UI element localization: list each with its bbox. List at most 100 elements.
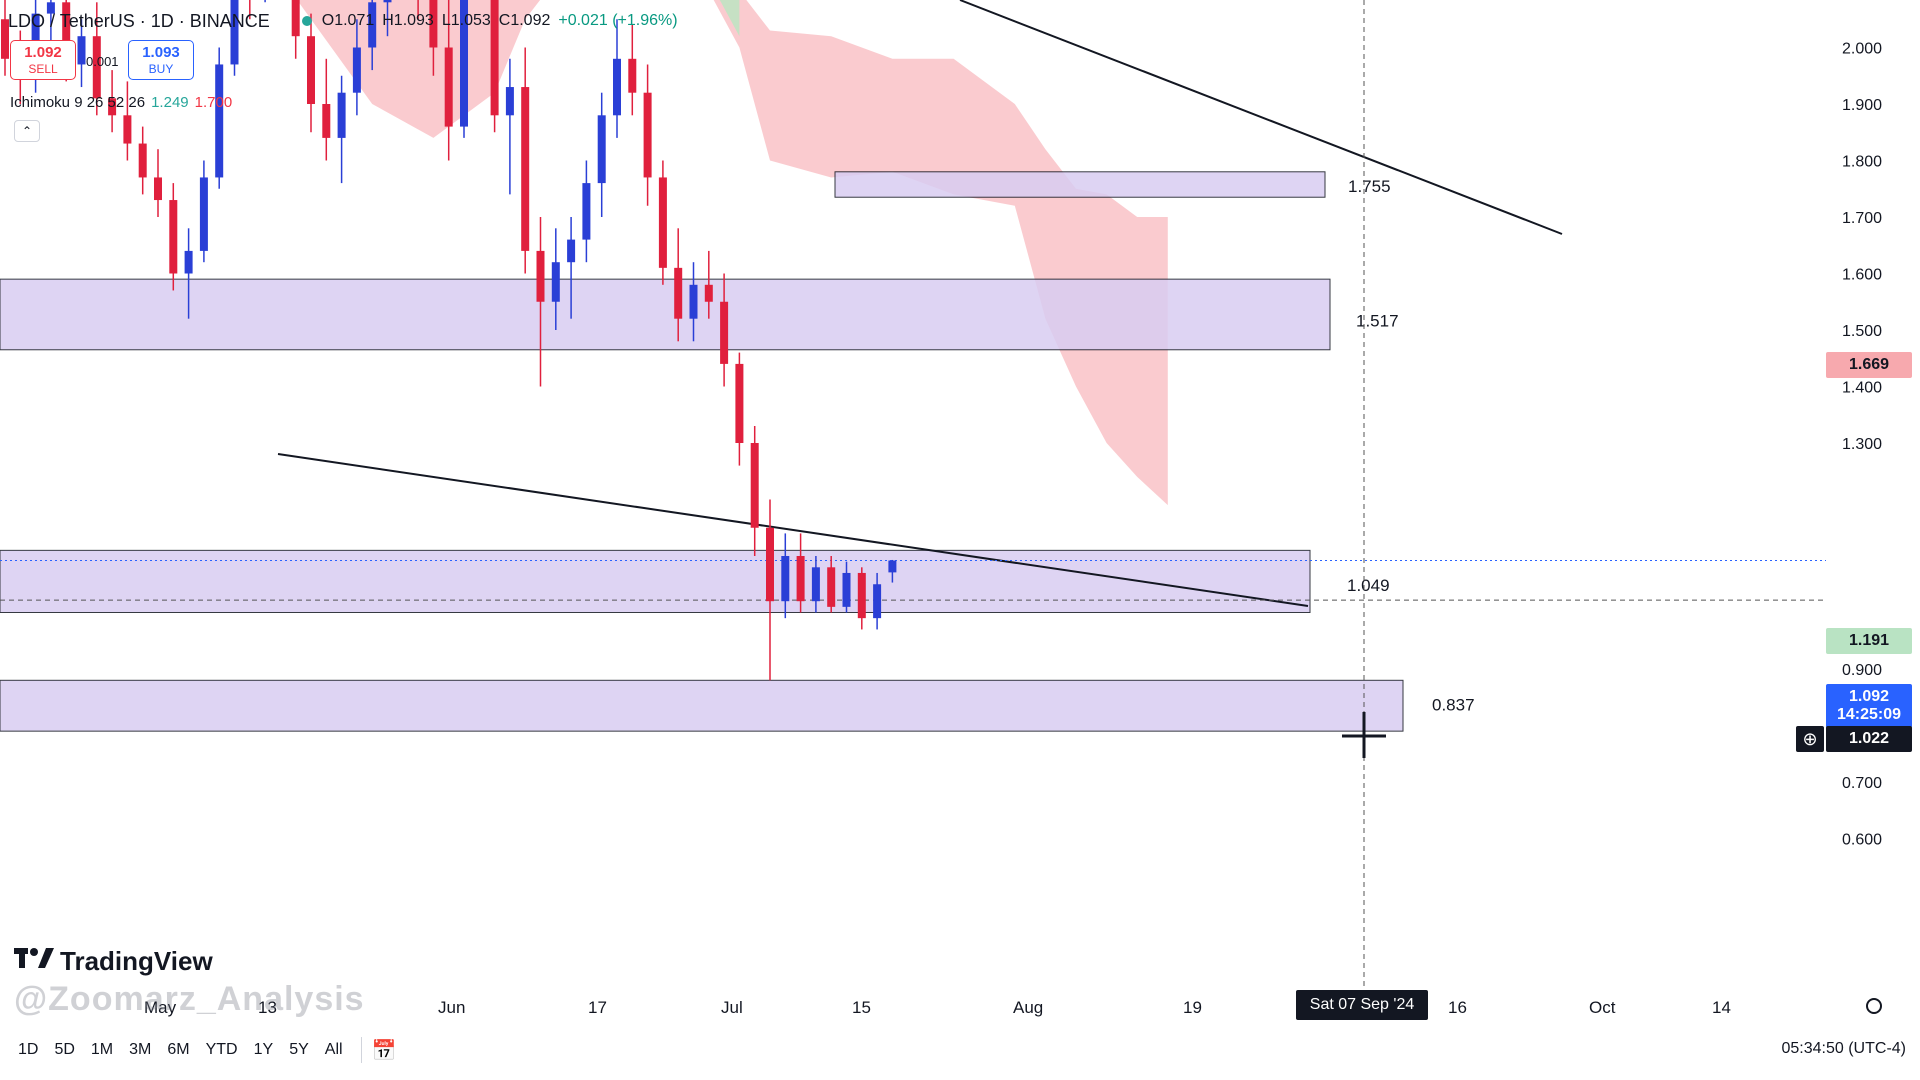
range-button-1m[interactable]: 1M <box>90 1041 114 1058</box>
ichimoku-legend[interactable]: Ichimoku 9 26 52 26 1.249 1.700 <box>10 94 232 111</box>
candle-body <box>291 0 300 37</box>
candle-body <box>842 572 851 607</box>
x-axis-tick: Jul <box>721 998 743 1017</box>
bottom-toolbar: 1D 5D 1M 3M 6M YTD 1Y 5Y All 📅 05:34:50 (UTC-4) <box>0 1028 1920 1072</box>
y-axis-tick: 2.100 <box>1842 0 1882 1</box>
y-axis-tick: 2.000 <box>1842 41 1882 58</box>
indicator-value-2: 1.700 <box>194 94 233 111</box>
candle-body <box>92 36 101 99</box>
candle-body <box>689 284 698 319</box>
y-axis-tick: 1.800 <box>1842 154 1882 171</box>
candle-body <box>796 556 805 602</box>
range-button-6m[interactable]: 6M <box>167 1041 190 1058</box>
high-value: H1.093 <box>382 12 434 29</box>
buy-button[interactable]: 1.093 BUY <box>128 40 194 80</box>
candle-body <box>199 177 208 251</box>
x-axis-tick: 16 <box>1448 998 1467 1017</box>
support-zone <box>0 278 1331 351</box>
chart-area[interactable]: 1.7551.5171.0490.8372.2002.1002.0001.900… <box>0 0 1920 1040</box>
candle-body <box>46 2 55 14</box>
candle-body <box>1 19 9 59</box>
crosshair-price-label: 1.022 <box>1826 726 1912 752</box>
y-axis-tick: 1.700 <box>1842 210 1882 227</box>
indicator-value-1: 1.249 <box>151 94 189 111</box>
collapse-legend-button[interactable]: ⌃ <box>14 120 40 142</box>
bar-countdown: 14:25:09 <box>1836 706 1902 723</box>
add-alert-icon[interactable]: ⊕ <box>1796 726 1824 752</box>
x-axis-tick: 17 <box>588 998 607 1017</box>
y-axis-tick: 1.300 <box>1842 436 1882 453</box>
candle-body <box>750 443 759 528</box>
support-zone <box>834 171 1326 198</box>
y-axis-tick: 0.900 <box>1842 662 1882 679</box>
candle-body <box>62 2 71 65</box>
support-zone <box>0 679 1404 732</box>
x-axis-tick: Aug <box>1013 998 1043 1017</box>
zone-label: 1.517 <box>1356 311 1399 330</box>
candle-body <box>169 200 178 274</box>
x-axis-tick: 13 <box>258 998 277 1017</box>
candle-body <box>567 239 576 263</box>
crosshair-date-label: Sat 07 Sep '24 <box>1296 990 1428 1020</box>
support-zone <box>0 549 1311 613</box>
y-axis-tick: 0.700 <box>1842 775 1882 792</box>
range-button-ytd[interactable]: YTD <box>205 1041 238 1058</box>
lower-trendline <box>277 453 1309 607</box>
candle-body <box>582 183 591 240</box>
zone-label: 0.837 <box>1432 696 1475 715</box>
indicator-name: Ichimoku 9 26 52 26 <box>10 94 146 111</box>
range-button-5d[interactable]: 5D <box>54 1041 75 1058</box>
sell-button[interactable]: 1.092 SELL <box>10 40 76 80</box>
candle-body <box>658 177 667 268</box>
candle-body <box>827 567 836 607</box>
clock-timezone[interactable]: 05:34:50 (UTC-4) <box>1781 1040 1907 1057</box>
buy-price: 1.093 <box>142 44 180 61</box>
range-button-5y[interactable]: 5Y <box>289 1041 309 1058</box>
candle-body <box>184 250 193 274</box>
ichimoku-cloud <box>297 0 1168 506</box>
candle-body <box>307 36 315 105</box>
x-axis-tick: 19 <box>1183 998 1202 1017</box>
upper-trendline <box>959 0 1563 235</box>
range-button-1y[interactable]: 1Y <box>253 1041 274 1058</box>
tradingview-logo-icon <box>14 946 54 977</box>
tradingview-logo[interactable]: TradingView <box>14 946 213 977</box>
candle-body <box>857 572 866 619</box>
buy-label: BUY <box>148 62 174 76</box>
y-axis-tick: 1.400 <box>1842 380 1882 397</box>
candle-body <box>138 143 147 178</box>
range-button-all[interactable]: All <box>324 1041 343 1058</box>
candle-body <box>521 87 530 251</box>
candle-body <box>674 267 683 319</box>
y-axis-tick: 1.500 <box>1842 323 1882 340</box>
candle-body <box>368 2 377 48</box>
y-axis-tick: 1.600 <box>1842 267 1882 284</box>
candle-body <box>597 115 606 184</box>
cloud-price-badge: 1.669 <box>1826 352 1912 378</box>
range-button-1d[interactable]: 1D <box>18 1041 39 1058</box>
watermark-text: @Zoomarz_Analysis <box>14 980 365 1018</box>
candle-body <box>77 36 86 65</box>
sell-price: 1.092 <box>24 44 62 61</box>
ohlc-values: O1.071 H1.093 L1.053 C1.092 +0.021 (+1.9… <box>322 12 678 30</box>
candle-body <box>460 0 468 127</box>
candle-body <box>123 115 132 144</box>
y-axis-tick: 0.600 <box>1842 832 1882 849</box>
calendar-goto-icon[interactable]: 📅 <box>371 1039 397 1062</box>
range-button-3m[interactable]: 3M <box>129 1041 152 1058</box>
y-axis-tick: 1.900 <box>1842 97 1882 114</box>
candle-body <box>888 560 897 573</box>
candle-body <box>215 64 224 178</box>
open-value: O1.071 <box>321 12 375 29</box>
price-chart[interactable]: 1.7551.5171.0490.8372.2002.1002.0001.900… <box>0 0 1920 1040</box>
candle-body <box>628 58 637 93</box>
cloud-price-badge-green: 1.191 <box>1826 628 1912 654</box>
candle-body <box>444 47 453 127</box>
settings-icon <box>1866 998 1882 1014</box>
x-axis-tick: Oct <box>1589 998 1616 1017</box>
low-value: L1.053 <box>441 12 491 29</box>
candle-body <box>108 98 117 116</box>
x-axis-tick: Jun <box>438 998 465 1017</box>
symbol-title[interactable]: LDO / TetherUS · 1D · BINANCE <box>8 10 270 31</box>
candle-body <box>643 92 652 178</box>
